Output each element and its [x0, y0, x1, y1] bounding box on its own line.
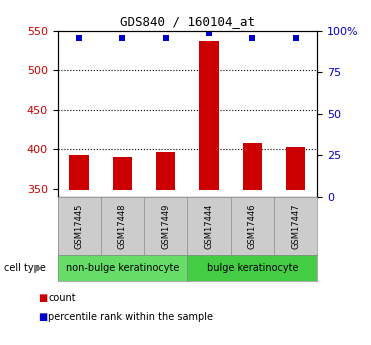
- Text: percentile rank within the sample: percentile rank within the sample: [48, 313, 213, 322]
- Text: GSM17444: GSM17444: [204, 203, 213, 249]
- Text: GSM17445: GSM17445: [75, 203, 83, 249]
- Text: non-bulge keratinocyte: non-bulge keratinocyte: [66, 263, 179, 273]
- Text: ■: ■: [38, 313, 47, 322]
- Text: GSM17446: GSM17446: [248, 203, 257, 249]
- Bar: [199, 41, 219, 189]
- Text: GSM17449: GSM17449: [161, 203, 170, 249]
- Bar: [113, 157, 132, 189]
- Text: ■: ■: [38, 294, 47, 303]
- Bar: [286, 147, 305, 189]
- Point: [163, 35, 169, 40]
- Point: [76, 35, 82, 40]
- Point: [293, 35, 299, 40]
- Text: cell type: cell type: [4, 263, 46, 273]
- Bar: [69, 155, 89, 189]
- Text: count: count: [48, 294, 76, 303]
- Bar: [243, 143, 262, 189]
- Point: [119, 35, 125, 40]
- Point: [249, 35, 255, 40]
- Point: [206, 30, 212, 36]
- Text: ▶: ▶: [35, 263, 43, 273]
- Text: GSM17447: GSM17447: [291, 203, 300, 249]
- Title: GDS840 / 160104_at: GDS840 / 160104_at: [120, 16, 255, 29]
- Bar: [156, 152, 175, 189]
- Text: GSM17448: GSM17448: [118, 203, 127, 249]
- Text: bulge keratinocyte: bulge keratinocyte: [207, 263, 298, 273]
